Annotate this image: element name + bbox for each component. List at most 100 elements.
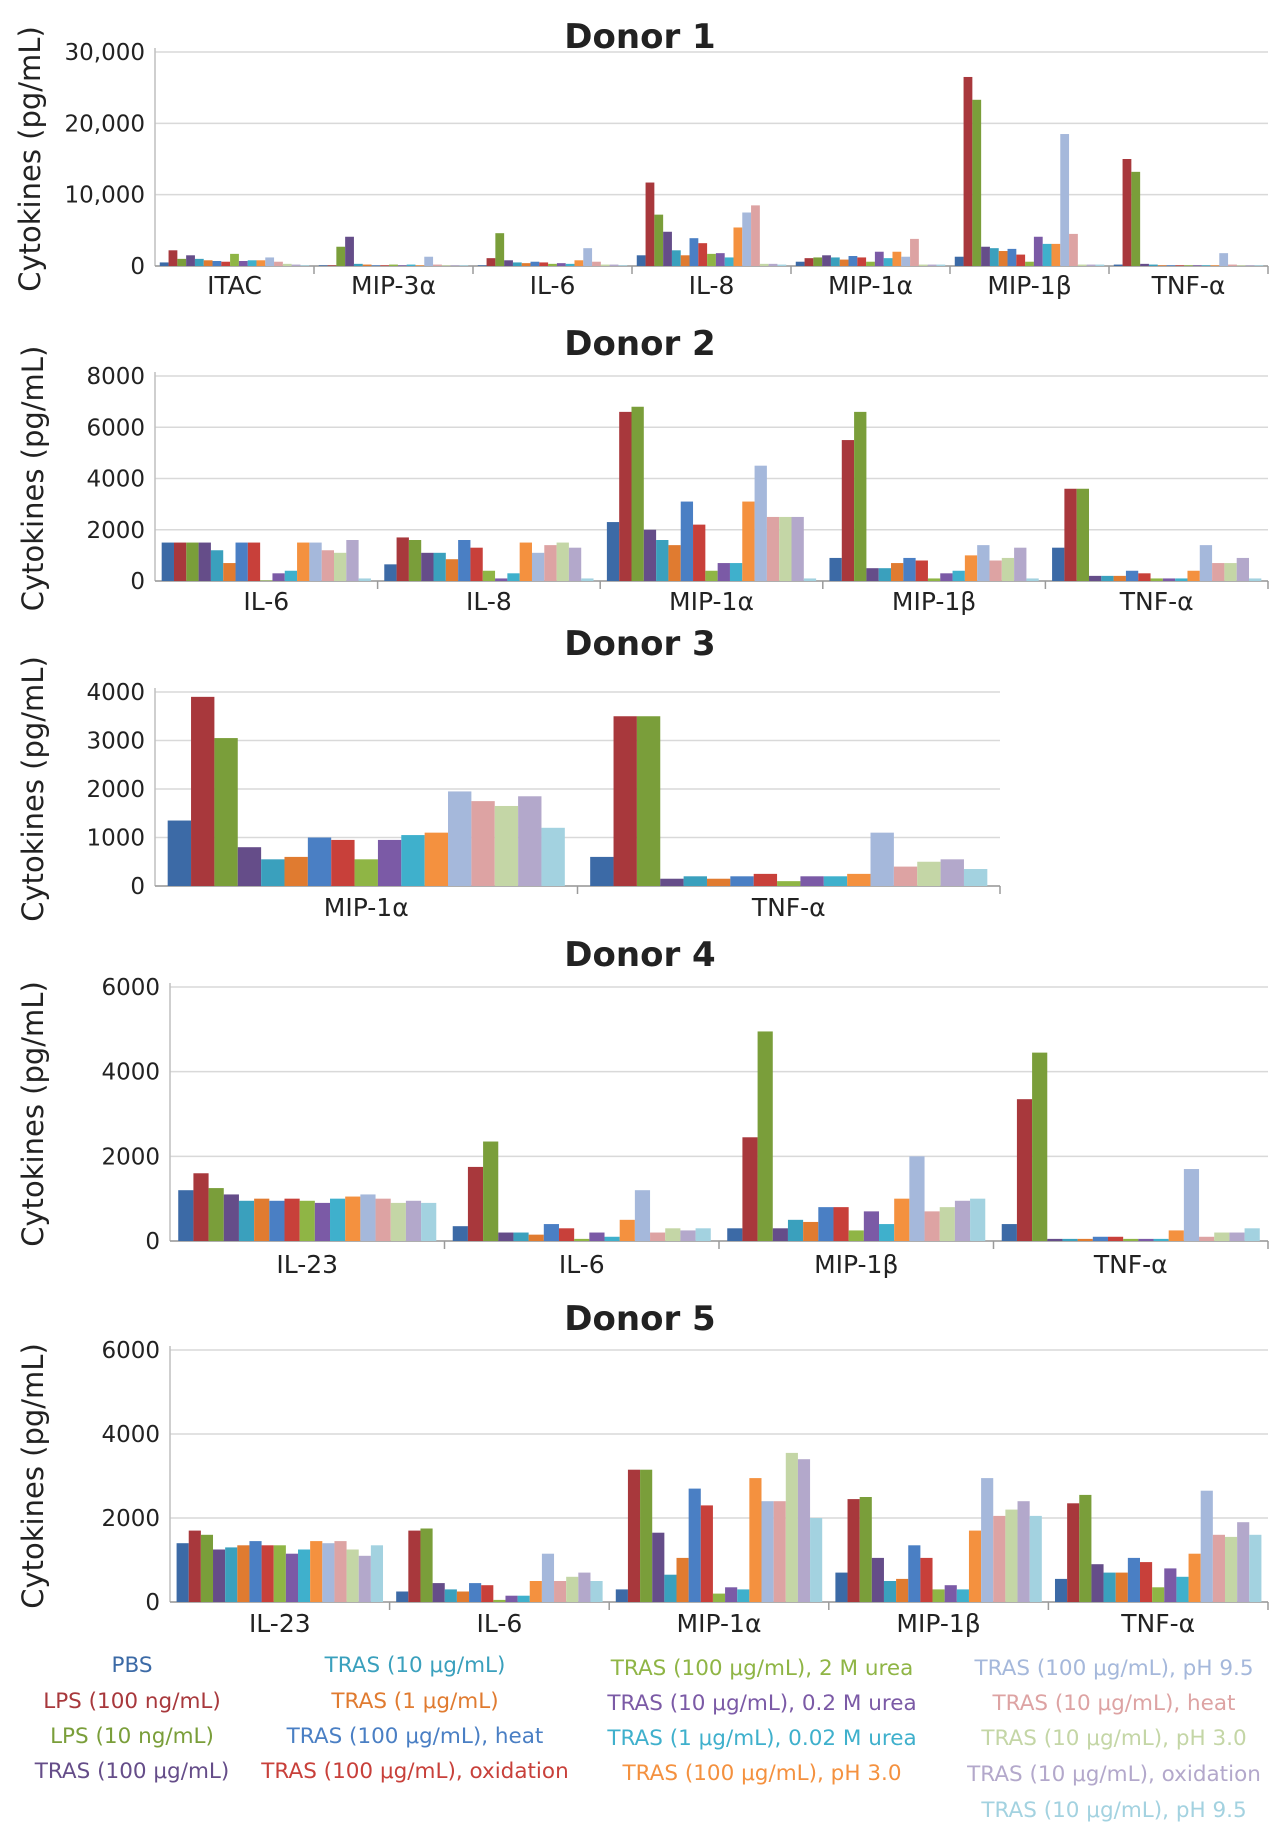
bar [1212,563,1225,581]
bar [705,570,718,581]
bar [1237,1522,1250,1602]
bar [307,837,332,886]
bar [483,1141,499,1241]
bar [477,265,487,266]
bar [1168,1230,1184,1241]
x-category-label: MIP-1β [814,1250,898,1279]
chart-title: Donor 1 [564,17,715,57]
bar [505,1595,518,1602]
bar [212,261,222,266]
bar [186,542,199,581]
bar [1176,1576,1189,1602]
bar [581,578,594,581]
bar [1092,1236,1108,1241]
bar [903,557,916,581]
bar [321,550,334,581]
bar [173,542,187,581]
bar [433,552,446,581]
bar [558,1228,575,1241]
bar [1199,1236,1215,1241]
y-axis-label: Cytokines (pg/mL) [16,981,50,1247]
bar [1224,563,1237,581]
bar [247,260,257,266]
bar [432,1583,445,1602]
bar [963,76,973,266]
bar [421,552,434,581]
bar [878,568,892,581]
bar [424,832,449,886]
bar [178,1190,194,1241]
bar [656,540,669,581]
bar [433,264,442,266]
bar [371,265,381,266]
bar [1162,578,1176,581]
bar [823,876,848,886]
bar [1007,248,1017,266]
bar [1188,1553,1201,1602]
bar [940,573,953,581]
x-category-label: MIP-1α [669,587,754,616]
bar [800,876,824,886]
bar [168,250,178,266]
bar [795,261,805,266]
bar [698,243,708,266]
bar [554,1581,567,1602]
bar [766,516,780,581]
bar [896,1578,909,1602]
legend-item: TRAS (10 μg/mL), pH 3.0 [981,1726,1247,1751]
bar [1101,575,1114,581]
bar [1254,265,1264,266]
bar [645,182,655,266]
bar [415,265,425,266]
bar [590,1581,603,1602]
bar [1064,488,1077,581]
bar [1025,261,1034,266]
legend-item: LPS (100 ng/mL) [43,1689,221,1714]
bar [883,258,893,266]
x-category-label: IL-23 [276,1250,338,1279]
y-tick-label: 10,000 [65,183,145,209]
bar [1062,1238,1078,1241]
bar [665,1228,681,1241]
bar [574,260,584,266]
bar [1077,264,1087,266]
legend-item: PBS [111,1653,153,1678]
legend-item: TRAS (100 μg/mL), pH 9.5 [974,1656,1254,1681]
bar [408,1530,421,1602]
bar [773,1501,786,1602]
x-category-label: MIP-1α [677,1609,762,1638]
bar [336,246,346,266]
bar [1229,1232,1245,1241]
bar [331,839,355,886]
bar [1051,243,1061,266]
bar [188,1530,201,1602]
bar [486,258,496,266]
bar [892,251,902,266]
bar [636,716,661,886]
y-tick-label: 4000 [101,1422,160,1448]
bar [1175,265,1185,266]
bar [866,568,879,581]
y-tick-label: 8000 [86,364,145,390]
bar [1103,1572,1116,1602]
bar [543,1224,559,1241]
bar [260,580,273,581]
bar [680,255,690,266]
bar [940,859,964,886]
bar [441,265,451,266]
y-axis-label: Cytokines (pg/mL) [13,26,47,292]
bar [274,261,283,266]
bar [761,1501,774,1602]
x-category-label: IL-6 [559,1250,605,1279]
bar [507,573,520,581]
bar [671,250,681,266]
bar [1249,1534,1262,1602]
bar [733,227,743,266]
bar [377,839,402,886]
bar [1200,1490,1213,1602]
bar [891,563,904,581]
bar [471,801,495,886]
bar [247,542,261,581]
bar [360,1194,376,1241]
bar [1187,570,1200,581]
